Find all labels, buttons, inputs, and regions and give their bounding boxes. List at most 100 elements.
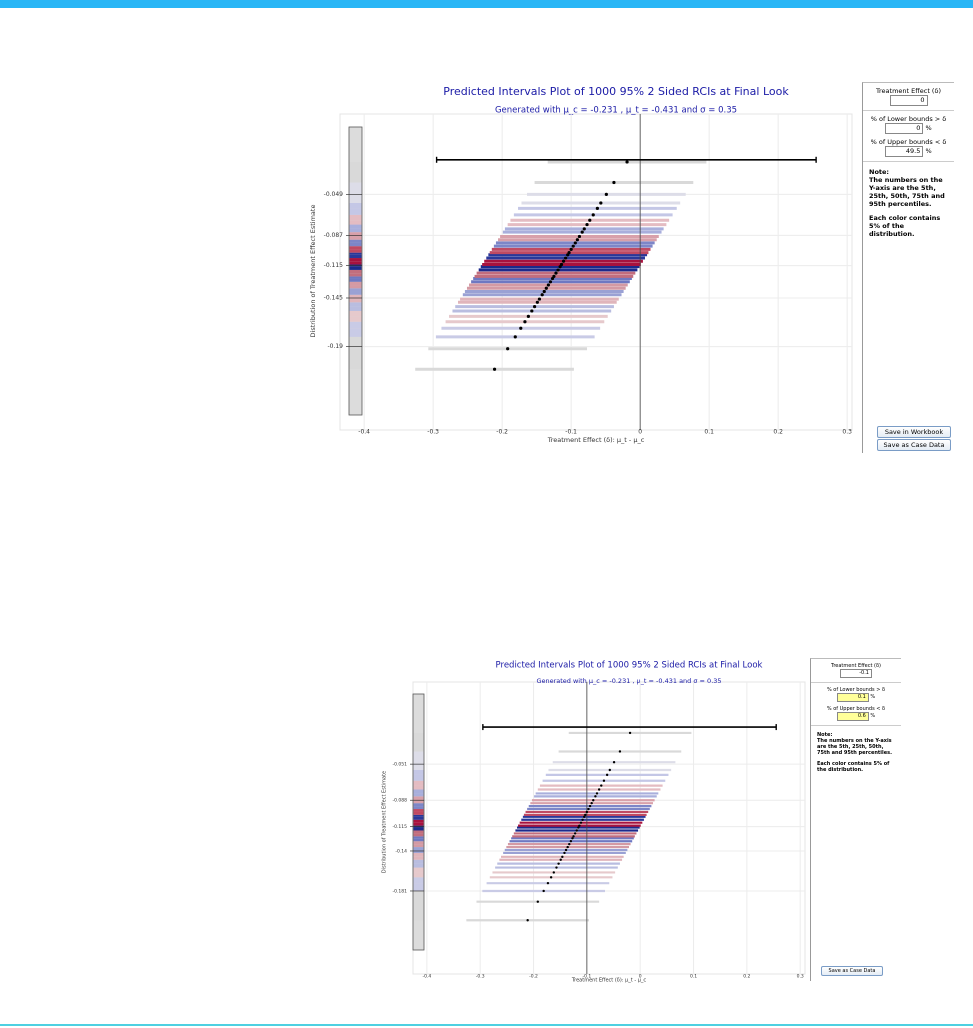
strip-band (349, 214, 362, 221)
estimate-point (578, 824, 581, 827)
x-tick-label: 0.3 (797, 974, 804, 980)
strip-band (413, 867, 424, 873)
strip-band (349, 161, 362, 183)
strip-band (413, 833, 424, 837)
delta-block: Treatment Effect (δ) -0.1 (811, 659, 901, 683)
unit: % (925, 124, 932, 132)
y-axis-label: Distribution of Treatment Effect Estimat… (382, 771, 388, 873)
y-tick-label: -0.115 (392, 824, 407, 830)
strip-band (349, 269, 362, 274)
estimate-point (549, 876, 553, 879)
strip-band (349, 285, 362, 289)
interval-chart: Predicted Intervals Plot of 1000 95% 2 S… (309, 85, 853, 444)
y-axis-label: Distribution of Treatment Effect Estimat… (309, 205, 317, 338)
estimate-point (571, 244, 575, 248)
strip-band (349, 202, 362, 209)
strip-band (413, 838, 424, 842)
estimate-point (519, 326, 523, 330)
x-tick-label: 0.1 (704, 429, 714, 436)
delta-input[interactable]: -0.1 (840, 669, 872, 678)
y-tick-label: -0.181 (392, 888, 407, 894)
y-tick-label: -0.049 (324, 191, 344, 198)
estimate-point (526, 314, 530, 318)
estimate-point (612, 180, 616, 185)
label: % of Upper bounds < δ (826, 706, 886, 712)
strip-band (349, 261, 362, 265)
strip-band (413, 814, 424, 817)
estimate-point (548, 280, 553, 284)
button[interactable]: Save as Case Data (821, 966, 883, 976)
x-tick-label: -0.1 (565, 429, 577, 436)
strip-band (349, 302, 362, 307)
strip-band (349, 328, 362, 337)
note-title: Note: (817, 732, 833, 738)
x-tick-label: -0.2 (529, 974, 538, 980)
estimate-point (564, 848, 568, 852)
estimate-point (573, 832, 577, 835)
x-tick-label: 0.2 (743, 974, 750, 980)
estimate-point (568, 842, 571, 846)
estimate-point (554, 271, 558, 275)
bounds-block: % of Lower bounds > δ 0 % % of Upper bou… (863, 111, 954, 162)
label: Treatment Effect (δ) (876, 87, 941, 95)
strip-band (349, 236, 362, 240)
note-text: The numbers on the Y-axis are the 5th, 2… (817, 738, 892, 756)
note-text: Each color contains 5% of the distributi… (817, 761, 890, 773)
estimate-point (540, 293, 544, 297)
estimate-point (567, 251, 571, 255)
estimate-point (592, 799, 595, 802)
strip-band (349, 310, 362, 317)
button[interactable]: Save in Workbook (877, 426, 951, 438)
strip-band (349, 336, 362, 349)
estimate-point (625, 160, 629, 164)
estimate-point (561, 855, 564, 859)
label: % of Lower bounds > δ (826, 687, 886, 693)
strip-band (349, 273, 362, 277)
settings-panel: Treatment Effect (δ) -0.1 % of Lower bou… (810, 658, 901, 981)
upper-input[interactable]: 49.5 (885, 146, 924, 157)
estimate-point (588, 218, 592, 222)
x-tick-label: -0.4 (422, 974, 431, 980)
strip-band (413, 830, 424, 834)
lower-input[interactable]: 0 (885, 123, 924, 134)
strip-band (413, 803, 424, 807)
estimate-point (569, 247, 573, 252)
label: Treatment Effect (δ) (831, 663, 881, 669)
estimate-point (583, 815, 586, 819)
estimate-point (575, 829, 578, 832)
estimate-point (577, 234, 582, 239)
estimate-point (530, 309, 534, 313)
estimate-point (542, 889, 545, 893)
delta-input[interactable]: 0 (889, 95, 928, 106)
strip-band (413, 901, 424, 921)
x-tick-label: -0.3 (427, 429, 439, 436)
estimate-point (552, 871, 555, 874)
strip-band (349, 348, 362, 370)
lower-input[interactable]: 0.1 (836, 693, 869, 702)
strip-band (349, 276, 362, 279)
estimate-point (559, 858, 562, 861)
estimate-point (591, 213, 595, 217)
upper-input[interactable]: 0.6 (836, 712, 869, 721)
estimate-point (513, 335, 517, 339)
strip-band (349, 281, 362, 286)
estimate-point (535, 300, 539, 304)
strip-band (413, 859, 424, 864)
strip-band (413, 806, 424, 810)
estimate-point (566, 845, 569, 849)
strip-band (413, 819, 424, 823)
y-tick-label: -0.051 (392, 762, 407, 768)
strip-band (413, 793, 424, 797)
button[interactable]: Save as Case Data (877, 439, 951, 451)
y-tick-label: -0.19 (327, 343, 343, 350)
strip-band (349, 182, 362, 195)
estimate-point (588, 804, 592, 808)
strip-band (349, 252, 362, 255)
strip-band (349, 288, 362, 292)
strip-band (413, 816, 424, 820)
estimate-point (587, 807, 590, 811)
unit: % (870, 713, 876, 719)
chart-subtitle: Generated with μ_c = -0.231 , μ_t = -0.4… (495, 106, 737, 116)
strip-band (413, 890, 424, 902)
